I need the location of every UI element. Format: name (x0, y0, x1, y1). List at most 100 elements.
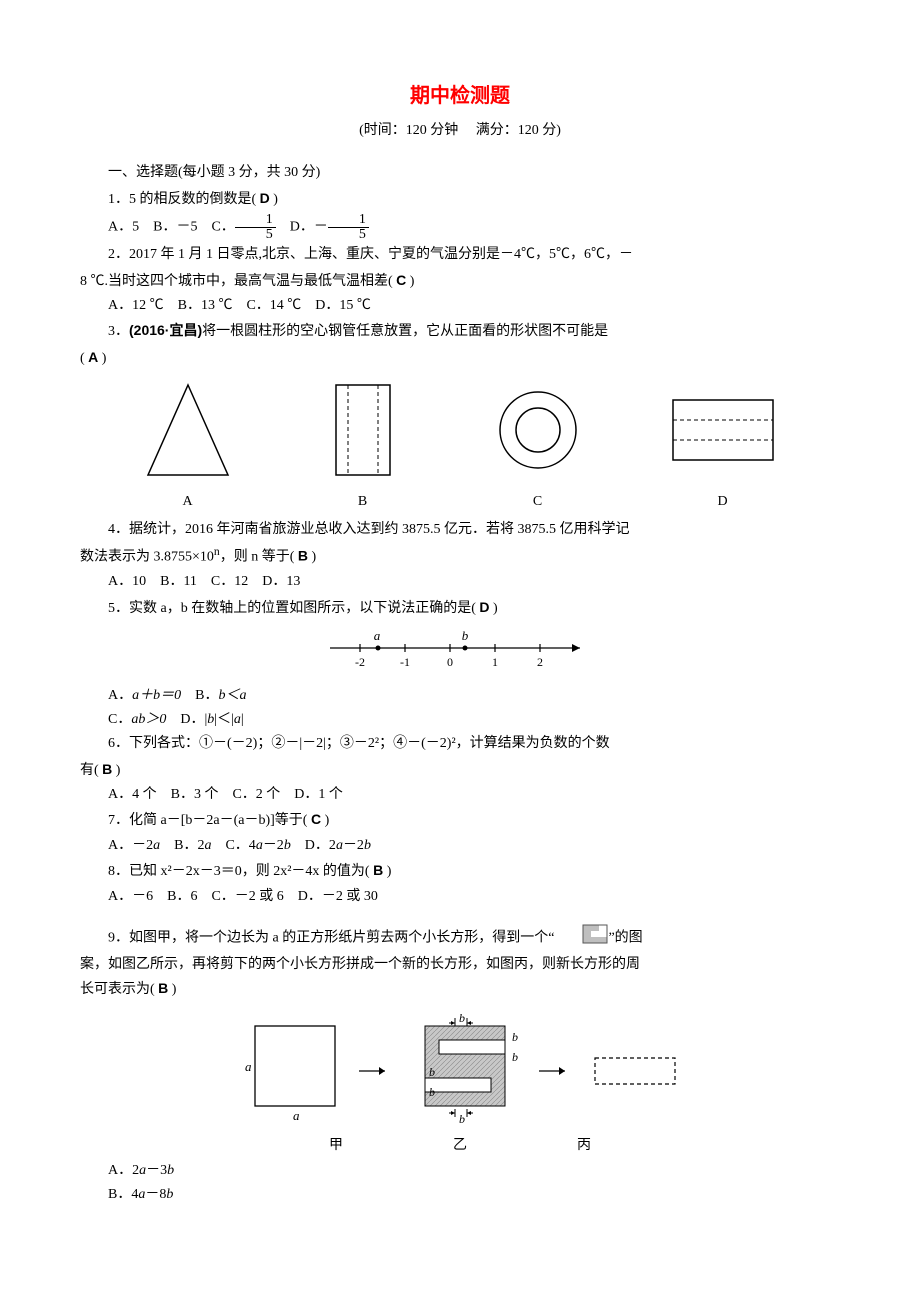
number-line: a b -2 -1 0 1 2 (80, 626, 840, 678)
question-9-line3: 长可表示为( B ) (80, 977, 840, 1001)
frac2-num: 1 (328, 213, 369, 228)
question-3-line2: ( A ) (80, 346, 840, 370)
q8-options: A．－6 B．6 C．－2 或 6 D．－2 或 30 (80, 886, 840, 908)
q2-line2-text: 8 ℃.当时这四个城市中，最高气温与最低气温相差( (80, 274, 396, 289)
q3-post: 将一根圆柱形的空心钢管任意放置，它从正面看的形状图不可能是 (202, 324, 608, 339)
q7-optD-b: b (364, 838, 371, 853)
svg-text:b: b (429, 1065, 435, 1079)
svg-text:b: b (512, 1050, 518, 1064)
svg-text:b: b (459, 1011, 465, 1025)
q1-opt-prefix: A．5 B．－5 C． (108, 220, 235, 235)
q6-line2: 有( (80, 763, 102, 778)
q4-options: A．10 B．11 C．12 D．13 (80, 571, 840, 593)
question-4-line1: 4．据统计，2016 年河南省旅游业总收入达到约 3875.5 亿元．若将 38… (80, 519, 840, 541)
q3-source: (2016·宜昌) (129, 322, 202, 338)
number-line-svg: a b -2 -1 0 1 2 (320, 626, 600, 670)
question-6-line1: 6．下列各式：①－(－2)；②－|－2|；③－2²；④－(－2)²，计算结果为负… (80, 733, 840, 755)
rect-dashed-icon (318, 380, 408, 480)
q6-tail: ) (112, 763, 120, 778)
figure-bing (585, 1046, 685, 1096)
q7-options: A．－2a B．2a C．4a－2b D．2a－2b (80, 835, 840, 857)
label-yi: 乙 (453, 1135, 467, 1157)
spacer (80, 910, 840, 922)
svg-text:b: b (512, 1030, 518, 1044)
shape-c: C (493, 380, 583, 513)
q7-optA: A．－2 (108, 838, 153, 853)
shape-b: B (318, 380, 408, 513)
q7-optB: B．2 (160, 838, 204, 853)
label-bing: 丙 (577, 1135, 591, 1157)
q2-tail: ) (406, 274, 414, 289)
q4-line2-pre: 数法表示为 3.8755×10 (80, 550, 214, 565)
q7-answer: C (311, 811, 321, 827)
q9-line3: 长可表示为( (80, 982, 158, 997)
q4-answer: B (298, 548, 308, 564)
q5-optD-mid: |＜| (214, 712, 234, 727)
frac1-den: 5 (235, 228, 276, 242)
q9-optB-pre: B．4 (108, 1187, 138, 1202)
shape-d-label: D (668, 491, 778, 513)
q9-optA-mid: －3 (146, 1163, 167, 1178)
q7-optC-a: a (256, 838, 263, 853)
question-9-line2: 案，如图乙所示，再将剪下的两个小长方形拼成一个新的长方形，如图丙，则新长方形的周 (80, 954, 840, 976)
q8-answer: B (373, 862, 383, 878)
q3-line2: ( (80, 351, 88, 366)
q5-optD-a: a (234, 712, 241, 727)
svg-text:a: a (293, 1108, 300, 1123)
subtitle-score: 满分：120 分) (476, 123, 561, 138)
figure-jia: a a (235, 1016, 345, 1126)
q4-line2-post: ，则 n 等于( (220, 550, 298, 565)
question-6-line2: 有( B ) (80, 758, 840, 782)
svg-text:-2: -2 (355, 655, 365, 669)
q5-optD-end: | (241, 712, 244, 727)
question-5: 5．实数 a，b 在数轴上的位置如图所示，以下说法正确的是( D ) (80, 596, 840, 620)
q5-optC: C． (108, 712, 131, 727)
shape-a-label: A (143, 491, 233, 513)
section-1-heading: 一、选择题(每小题 3 分，共 30 分) (80, 162, 840, 184)
arrow-1-icon (357, 1061, 393, 1081)
q5-optB: B． (181, 688, 218, 703)
q9-line1-pre: 9．如图甲，将一个边长为 a 的正方形纸片剪去两个小长方形，得到一个“ (108, 930, 554, 945)
q8-tail: ) (383, 864, 391, 879)
svg-text:b: b (429, 1085, 435, 1099)
q9-optA-pre: A．2 (108, 1163, 139, 1178)
svg-text:a: a (245, 1059, 252, 1074)
q4-tail: ) (308, 550, 316, 565)
frac2-den: 5 (328, 228, 369, 242)
q3-tail: ) (98, 351, 106, 366)
q9-optB-b: b (166, 1187, 173, 1202)
svg-text:1: 1 (492, 655, 498, 669)
q9-figure-row: a a b b b b b b (80, 1011, 840, 1131)
subtitle-time: (时间：120 分钟 (359, 123, 458, 138)
question-8: 8．已知 x²－2x－3＝0，则 2x²－4x 的值为( B ) (80, 859, 840, 883)
q9-figure-labels: 甲 乙 丙 (80, 1135, 840, 1157)
q5-options-row2: C．ab＞0 D．|b|＜|a| (80, 709, 840, 731)
q6-answer: B (102, 761, 112, 777)
q3-shapes-row: A B C D (100, 380, 820, 513)
triangle-icon (143, 380, 233, 480)
label-jia: 甲 (329, 1135, 343, 1157)
q8-stem: 8．已知 x²－2x－3＝0，则 2x²－4x 的值为( (108, 864, 373, 879)
q7-tail: ) (321, 813, 329, 828)
shape-d: D (668, 380, 778, 513)
q5-optB-math: b＜a (218, 688, 246, 703)
q9-tail: ) (168, 982, 176, 997)
question-9-line1: 9．如图甲，将一个边长为 a 的正方形纸片剪去两个小长方形，得到一个“”的图 (80, 924, 840, 952)
q7-stem: 7．化简 a－[b－2a－(a－b)]等于( (108, 813, 311, 828)
q7-optD-a: a (336, 838, 343, 853)
q1-opt-mid: D．－ (276, 220, 328, 235)
svg-text:b: b (462, 628, 469, 643)
q7-optD: D．2 (291, 838, 336, 853)
q7-optD-mid: －2 (343, 838, 364, 853)
arrow-2-icon (537, 1061, 573, 1081)
q5-optD: D．| (166, 712, 207, 727)
question-2-line2: 8 ℃.当时这四个城市中，最高气温与最低气温相差( C ) (80, 269, 840, 293)
q9-answer: B (158, 980, 168, 996)
svg-text:2: 2 (537, 655, 543, 669)
q5-answer: D (479, 599, 489, 615)
question-3-line1: 3．(2016·宜昌)将一根圆柱形的空心钢管任意放置，它从正面看的形状图不可能是 (80, 319, 840, 343)
svg-text:a: a (374, 628, 381, 643)
q2-answer: C (396, 272, 406, 288)
q7-optC-mid: －2 (263, 838, 284, 853)
rect-horiz-dashed-icon (668, 380, 778, 480)
